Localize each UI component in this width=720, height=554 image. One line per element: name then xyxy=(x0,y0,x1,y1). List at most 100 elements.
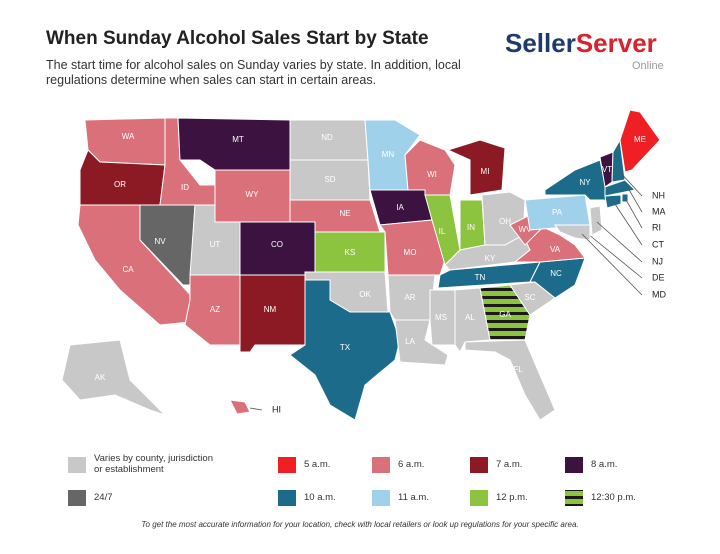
state-label: RI xyxy=(652,222,661,232)
legend-label-box: 10 a.m. xyxy=(304,492,336,503)
state-label: MT xyxy=(232,135,244,144)
state-label: IA xyxy=(396,203,404,212)
legend-label-box: 5 a.m. xyxy=(304,459,331,470)
logo-part: Server xyxy=(575,28,657,58)
state xyxy=(404,139,456,196)
state xyxy=(84,117,166,166)
state xyxy=(429,289,456,346)
legend-label-box: 12 p.m. xyxy=(496,492,528,503)
state-label: KS xyxy=(345,248,356,257)
logo-tagline: Online xyxy=(632,60,664,72)
state-label: AZ xyxy=(210,305,220,314)
state-label: UT xyxy=(210,240,221,249)
state-label: VA xyxy=(550,245,561,254)
state-label: GA xyxy=(499,310,511,319)
legend-label: 10 a.m. xyxy=(304,492,336,503)
state-label: CO xyxy=(271,240,283,249)
legend-swatch xyxy=(372,490,390,506)
state-label: SC xyxy=(524,293,535,302)
legend-label-box: Varies by county, jurisdiction or establ… xyxy=(94,453,213,475)
subtitle: The start time for alcohol sales on Sund… xyxy=(46,58,461,87)
legend-swatch xyxy=(565,457,583,473)
state xyxy=(61,339,166,416)
state-label: NV xyxy=(154,237,166,246)
callout-line xyxy=(627,187,643,213)
state-label: NM xyxy=(264,305,277,314)
state-label: PA xyxy=(552,208,563,217)
state-label: HI xyxy=(272,404,281,414)
callout-line xyxy=(624,197,643,229)
callout-line xyxy=(249,407,263,411)
state-label: MO xyxy=(404,248,417,257)
state xyxy=(589,205,603,236)
state-label: LA xyxy=(405,337,415,346)
state-label: ND xyxy=(321,133,333,142)
legend-label: Varies by county, jurisdiction or establ… xyxy=(94,453,213,475)
state-label: WV xyxy=(519,225,533,234)
legend-label-box: 24/7 xyxy=(94,492,113,503)
state-label: KY xyxy=(485,254,496,263)
state-label: MS xyxy=(435,313,447,322)
legend-label-box: 6 a.m. xyxy=(398,459,425,470)
state-label: OH xyxy=(499,217,511,226)
legend-label: 24/7 xyxy=(94,492,113,503)
state-label: CA xyxy=(122,265,134,274)
state xyxy=(604,179,637,197)
state-label: NH xyxy=(652,190,665,200)
legend-swatch xyxy=(470,490,488,506)
state-label: AL xyxy=(465,313,475,322)
state-label: MN xyxy=(382,150,395,159)
legend-label-box: 8 a.m. xyxy=(591,459,618,470)
state-label: FL xyxy=(513,365,523,374)
state-label: WI xyxy=(427,170,437,179)
state-label: CT xyxy=(652,239,664,249)
state-label: VT xyxy=(602,165,612,174)
legend-label: 12 p.m. xyxy=(496,492,528,503)
state-label: DE xyxy=(652,272,665,282)
logo-part: Seller xyxy=(505,28,576,58)
state-label: NY xyxy=(579,178,591,187)
state-label: ID xyxy=(181,183,189,192)
state xyxy=(479,284,531,341)
state-label: OK xyxy=(359,290,371,299)
state-label: IL xyxy=(439,227,446,236)
state xyxy=(289,279,401,421)
state-label: TN xyxy=(475,273,486,282)
legend-swatch xyxy=(470,457,488,473)
state-label: AR xyxy=(404,293,415,302)
legend-label-box: 12:30 p.m. xyxy=(591,492,636,503)
state-label: AK xyxy=(95,373,106,382)
logo: SellerServer xyxy=(505,28,657,59)
legend-label-box: 7 a.m. xyxy=(496,459,523,470)
state-label: NC xyxy=(550,269,562,278)
legend-swatch xyxy=(68,457,86,473)
callout-line xyxy=(596,221,643,263)
state xyxy=(229,399,251,415)
legend-label: 6 a.m. xyxy=(398,459,425,470)
legend-swatch xyxy=(278,457,296,473)
state xyxy=(554,224,591,241)
callout-line xyxy=(612,200,643,246)
state-label: MA xyxy=(652,206,666,216)
state-label: MI xyxy=(481,167,490,176)
title: When Sunday Alcohol Sales Start by State xyxy=(46,28,429,49)
legend-swatch xyxy=(68,490,86,506)
state xyxy=(464,339,556,421)
state-label: ME xyxy=(634,135,646,144)
state-label: OR xyxy=(114,180,126,189)
state xyxy=(544,159,609,201)
state xyxy=(619,109,661,173)
state-label: NE xyxy=(339,209,350,218)
legend-swatch xyxy=(278,490,296,506)
callout-line xyxy=(617,169,643,197)
legend-label: 11 a.m. xyxy=(398,492,429,503)
state xyxy=(446,139,506,196)
legend-swatch xyxy=(372,457,390,473)
legend-label-box: 11 a.m. xyxy=(398,492,429,503)
legend-label: 5 a.m. xyxy=(304,459,331,470)
legend-label: 7 a.m. xyxy=(496,459,523,470)
legend-label: 8 a.m. xyxy=(591,459,618,470)
state-label: TX xyxy=(340,343,351,352)
